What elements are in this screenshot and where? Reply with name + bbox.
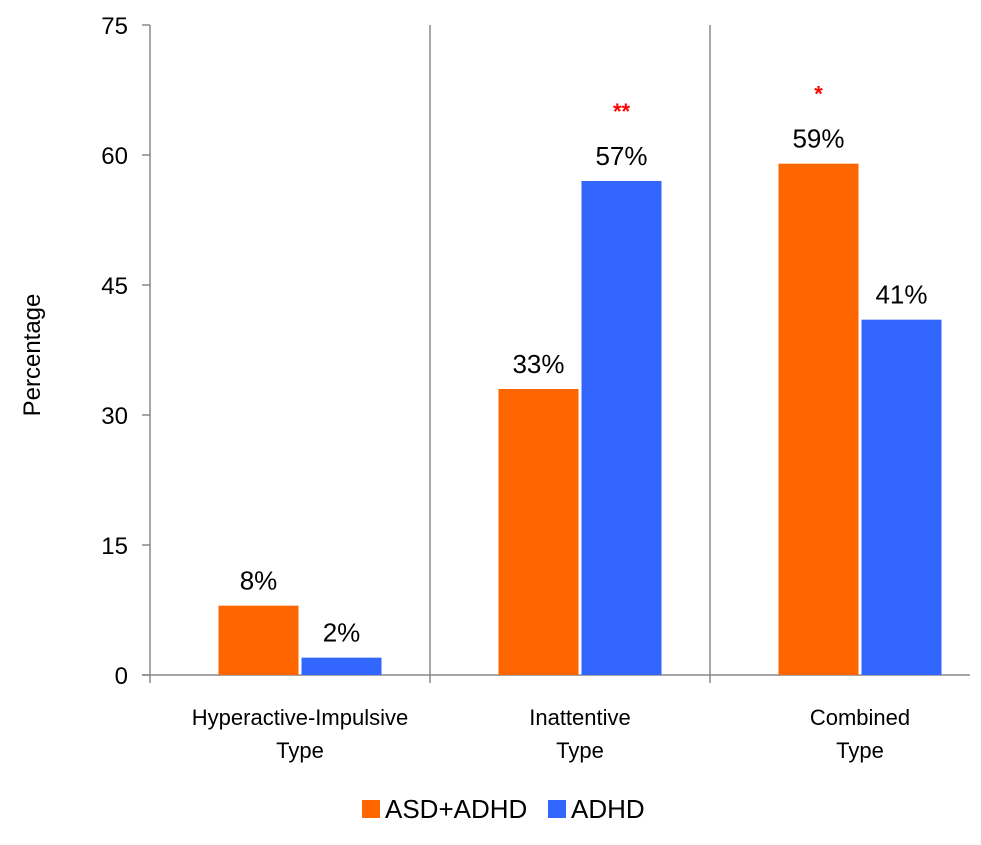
axes: 0 15 30 45 60 75 Percentage Hyperactive-Impulsi… (19, 13, 970, 763)
category-label: Type (276, 738, 324, 763)
y-axis-title: Percentage (19, 294, 46, 417)
data-label: 2% (323, 618, 361, 648)
legend-swatch-asd-adhd (362, 800, 380, 818)
legend-swatch-adhd (548, 800, 566, 818)
bar-adhd-0 (301, 657, 382, 675)
data-labels: 8%2%33%57%59%41%*** (240, 82, 928, 648)
category-label: Combined (810, 705, 910, 730)
y-tick-label: 0 (115, 663, 128, 690)
category-label: Hyperactive-Impulsive (192, 705, 408, 730)
data-label: 33% (512, 349, 564, 379)
category-label: Inattentive (529, 705, 631, 730)
legend-label: ADHD (571, 794, 645, 824)
bar-asd-adhd-2 (778, 163, 859, 675)
data-label: 57% (595, 141, 647, 171)
bar-adhd-2 (861, 319, 942, 675)
legend-label: ASD+ADHD (385, 794, 527, 824)
bars (218, 163, 942, 675)
significance-marker: ** (613, 99, 631, 124)
category-label: Type (556, 738, 604, 763)
bar-asd-adhd-0 (218, 605, 299, 675)
bar-asd-adhd-1 (498, 389, 579, 675)
y-tick-label: 60 (101, 143, 128, 170)
data-label: 41% (875, 280, 927, 310)
y-tick-label: 15 (101, 533, 128, 560)
significance-marker: * (814, 82, 823, 107)
legend: ASD+ADHD ADHD (362, 794, 645, 824)
bar-adhd-1 (581, 181, 662, 675)
data-label: 59% (792, 124, 844, 154)
y-tick-label: 30 (101, 403, 128, 430)
y-tick-label: 75 (101, 13, 128, 40)
data-label: 8% (240, 566, 278, 596)
y-tick-label: 45 (101, 273, 128, 300)
category-label: Type (836, 738, 884, 763)
